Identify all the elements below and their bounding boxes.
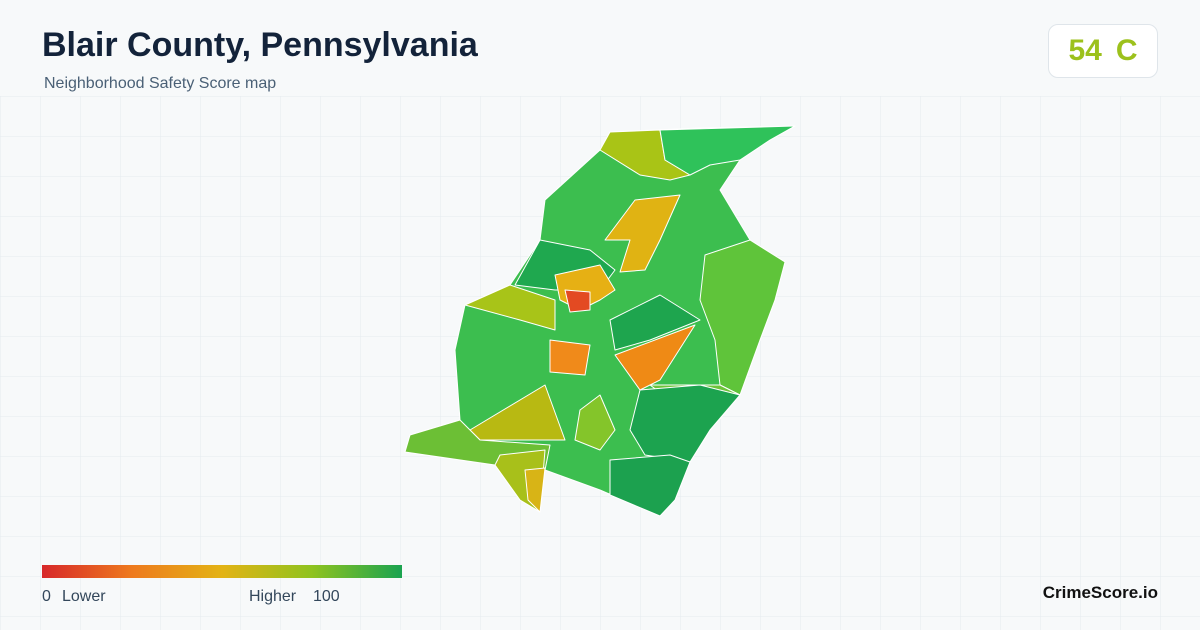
region [659, 125, 796, 176]
region [609, 294, 701, 351]
legend-min-label: Lower [62, 588, 106, 605]
region [609, 454, 691, 517]
legend-max: 100 [313, 588, 340, 605]
region [699, 239, 786, 396]
legend-min: 0 [42, 588, 51, 605]
score-grade: C [1115, 34, 1138, 67]
score-value: 54 [1068, 34, 1102, 67]
legend-gradient [42, 565, 402, 578]
region [614, 324, 696, 391]
subtitle: Neighborhood Safety Score map [44, 75, 277, 92]
region [629, 384, 741, 463]
brand: CrimeScore.io [1042, 583, 1158, 602]
region [564, 289, 591, 313]
legend-max-label: Higher [249, 588, 297, 605]
region [604, 194, 681, 273]
region [464, 284, 556, 331]
county-regions [404, 125, 796, 517]
region [549, 339, 591, 376]
region [524, 467, 546, 513]
region [574, 394, 616, 451]
title: Blair County, Pennsylvania [42, 26, 478, 64]
score-badge: 54 C [1048, 24, 1158, 78]
